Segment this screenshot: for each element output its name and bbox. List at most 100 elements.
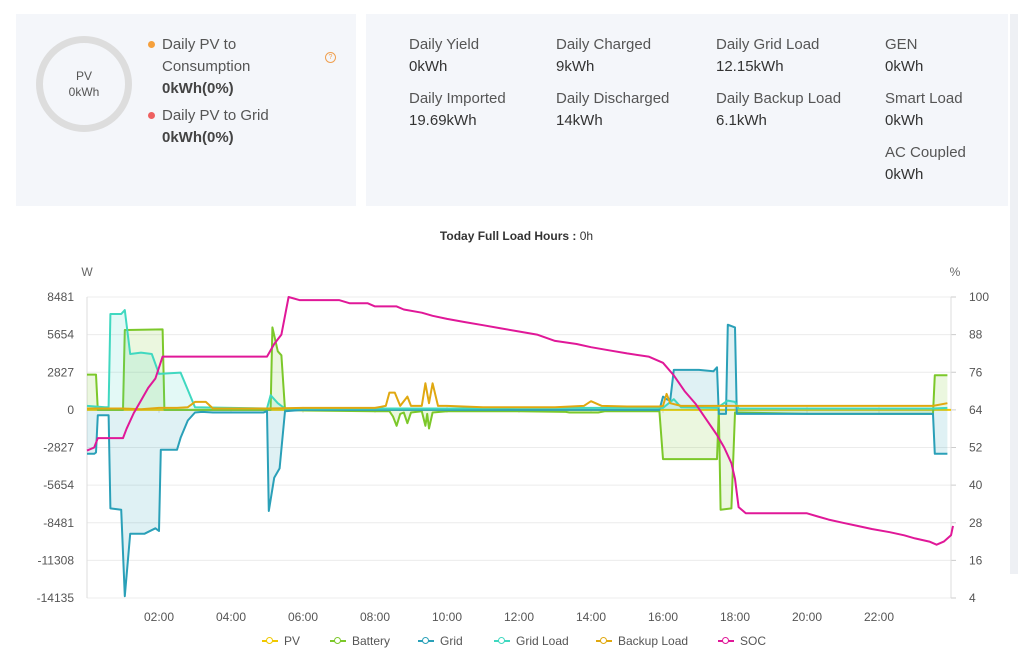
legend-item-grid-load[interactable]: Grid Load [494,634,569,648]
x-tick-label: 10:00 [432,610,462,624]
x-tick-label: 02:00 [144,610,174,624]
x-axis: 02:00 04:00 06:00 08:00 10:00 12:00 14:00 16:00… [144,406,894,624]
y-tick-label: 5654 [47,328,74,342]
y2-tick-label: 76 [969,365,983,379]
pv-to-grid-label: Daily PV to Grid [162,107,269,124]
legend-label: SOC [740,634,767,648]
x-tick-label: 08:00 [360,610,390,624]
pv-to-consumption-label-2: Consumption [162,58,251,75]
stat-gen: GEN 0kWh [885,34,923,78]
y-tick-label: -5654 [43,478,74,492]
stat-daily-charged: Daily Charged 9kWh [556,34,651,78]
donut-label: PV [75,69,92,83]
legend-item-soc[interactable]: SOC [718,634,766,648]
stat-value: 19.69kWh [409,112,477,129]
donut-value: 0kWh [68,85,100,99]
x-tick-label: 14:00 [576,610,606,624]
stat-label: Daily Backup Load [716,90,842,107]
legend-label: Backup Load [618,634,689,648]
chart-title-value: 0h [579,229,594,243]
x-tick-label: 16:00 [648,610,678,624]
daily-stats-card: Daily Yield 0kWh Daily Charged 9kWh Dail… [366,14,1008,206]
grid-lines [87,296,951,599]
series-battery-line [87,326,948,511]
chart-title-label: Today Full Load Hours [439,229,570,243]
legend-item-battery[interactable]: Battery [330,634,390,648]
stat-label: Daily Charged [556,36,652,53]
series-layer [86,296,954,598]
pv-to-grid: Daily PV to Grid 0kWh(0%) [148,105,269,149]
legend-marker-icon [262,636,278,646]
stat-value: 6.1kWh [716,112,767,129]
stat-ac-coupled: AC Coupled 0kWh [885,142,966,186]
series-grid-load-line [86,309,948,410]
chart-title: Today Full Load Hours : 0h [0,229,1033,243]
stat-daily-grid-load: Daily Grid Load 12.15kWh [716,34,819,78]
pv-to-consumption-label-1: Daily PV to [162,36,237,53]
chart-title-separator: : [569,229,580,243]
series-grid-load-area [87,310,948,410]
legend-marker-icon [718,636,734,646]
stat-daily-discharged: Daily Discharged 14kWh [556,88,669,132]
y2-tick-label: 28 [969,516,983,530]
stat-label: Daily Discharged [556,90,670,107]
y2-tick-label: 88 [969,328,983,342]
pv-summary-card: PV 0kWh Daily PV to Consumption 0kWh(0%)… [16,14,356,206]
pv-donut: PV 0kWh [36,36,132,132]
y-tick-label: -11308 [38,553,75,567]
stat-value: 0kWh [409,58,448,75]
legend-marker-icon [418,636,434,646]
y2-tick-label: 16 [969,553,983,567]
y2-tick-label: 4 [969,591,976,605]
stat-daily-imported: Daily Imported 19.69kWh [409,88,506,132]
y-axis-unit: W [81,265,93,279]
stat-label: GEN [885,36,918,53]
stat-daily-yield: Daily Yield 0kWh [409,34,479,78]
y-axis-right: 100 88 76 64 52 40 28 16 4 [950,290,989,605]
y2-tick-label: 52 [969,441,983,455]
legend-marker-icon [330,636,346,646]
stat-label: AC Coupled [885,144,966,161]
series-battery-area [87,327,948,510]
pv-to-grid-value: 0kWh(0%) [162,129,234,146]
pv-to-consumption: Daily PV to Consumption 0kWh(0%) [148,34,251,100]
page-scrollbar[interactable] [1010,14,1018,574]
stat-label: Daily Yield [409,36,480,53]
legend-item-backup-load[interactable]: Backup Load [596,634,688,648]
consumption-dot-icon [148,41,155,48]
stat-daily-backup-load: Daily Backup Load 6.1kWh [716,88,841,132]
y-tick-label: 2827 [47,365,74,379]
series-grid-area [87,324,948,597]
y-tick-label: 0 [67,403,74,417]
y-tick-label: 8481 [47,290,74,304]
y2-axis-unit: % [950,265,961,279]
legend-label: Battery [352,634,391,648]
x-tick-label: 22:00 [864,610,894,624]
stat-value: 9kWh [556,58,595,75]
stat-label: Daily Imported [409,90,506,107]
series-grid-line [87,323,948,598]
legend-item-pv[interactable]: PV [262,634,300,648]
legend-item-grid[interactable]: Grid [418,634,463,648]
stat-value: 0kWh [885,58,924,75]
y-tick-label: -14135 [37,591,75,605]
series-backup-load-line [87,382,948,411]
stat-label: Smart Load [885,90,963,107]
x-tick-label: 06:00 [288,610,318,624]
x-tick-label: 18:00 [720,610,750,624]
y-tick-label: -8481 [43,516,74,530]
stat-value: 14kWh [556,112,603,129]
pv-to-consumption-value: 0kWh(0%) [162,80,234,97]
legend-label: PV [284,634,301,648]
legend-marker-icon [494,636,510,646]
question-circle-icon[interactable]: ? [325,52,336,63]
stat-smart-load: Smart Load 0kWh [885,88,963,132]
y2-tick-label: 40 [969,478,983,492]
stat-value: 0kWh [885,166,924,183]
series-soc-line [86,296,954,546]
stat-value: 12.15kWh [716,58,784,75]
y2-tick-label: 64 [969,403,983,417]
grid-dot-icon [148,112,155,119]
stat-value: 0kWh [885,112,924,129]
